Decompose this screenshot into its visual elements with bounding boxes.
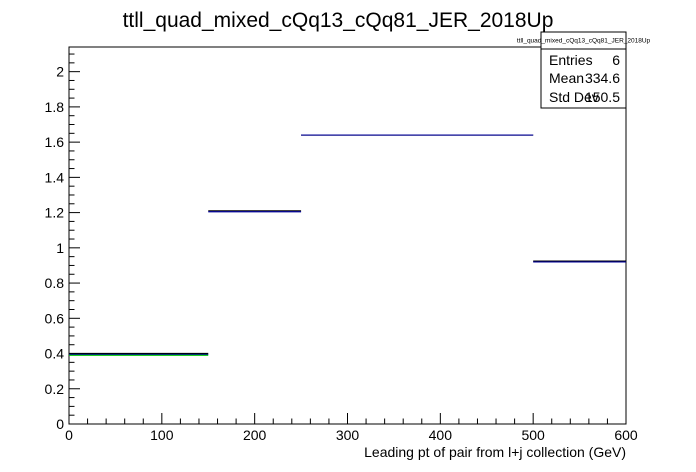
stats-stddev-value: 150.5: [585, 89, 620, 105]
stats-entries-value: 6: [612, 52, 620, 68]
stats-stddev-label: Std Dev: [549, 89, 599, 105]
y-tick-label: 1.8: [45, 99, 65, 115]
stats-box-border: [540, 31, 627, 109]
y-tick-label: 1: [56, 240, 64, 256]
y-tick-label: 1.4: [45, 169, 65, 185]
chart-title: ttll_quad_mixed_cQq13_cQq81_JER_2018Up: [123, 9, 554, 32]
x-tick-label: 200: [243, 427, 267, 443]
x-axis-title: Leading pt of pair from l+j collection (…: [364, 444, 626, 460]
y-tick-label: 1.6: [45, 134, 65, 150]
data-series: [69, 134, 626, 356]
y-tick-label: 0.4: [45, 346, 65, 362]
x-tick-label: 0: [65, 427, 73, 443]
y-tick-label: 1.2: [45, 205, 65, 221]
stats-mean-value: 334.6: [585, 70, 620, 86]
y-tick-label: 0.6: [45, 310, 65, 326]
x-axis: 0 100 200 300 400 500 600: [65, 413, 638, 443]
stats-mean-label: Mean: [549, 70, 584, 86]
y-tick-label: 2: [56, 64, 64, 80]
stats-box-title: ttll_quad_mixed_cQq13_cQq81_JER_2018Up: [517, 38, 651, 45]
y-axis: 0 0.2 0.4 0.6 0.8 1 1.2 1.4 1.6 1.8 2: [45, 53, 80, 432]
stats-box: ttll_quad_mixed_cQq13_cQq81_JER_2018Up E…: [517, 31, 651, 109]
x-tick-label: 300: [336, 427, 360, 443]
x-tick-label: 100: [150, 427, 174, 443]
stats-entries-label: Entries: [549, 52, 593, 68]
y-tick-label: 0.2: [45, 381, 65, 397]
x-tick-label: 500: [521, 427, 545, 443]
x-tick-label: 600: [614, 427, 638, 443]
y-tick-label: 0: [56, 416, 64, 432]
y-tick-label: 0.8: [45, 275, 65, 291]
x-tick-label: 400: [429, 427, 453, 443]
